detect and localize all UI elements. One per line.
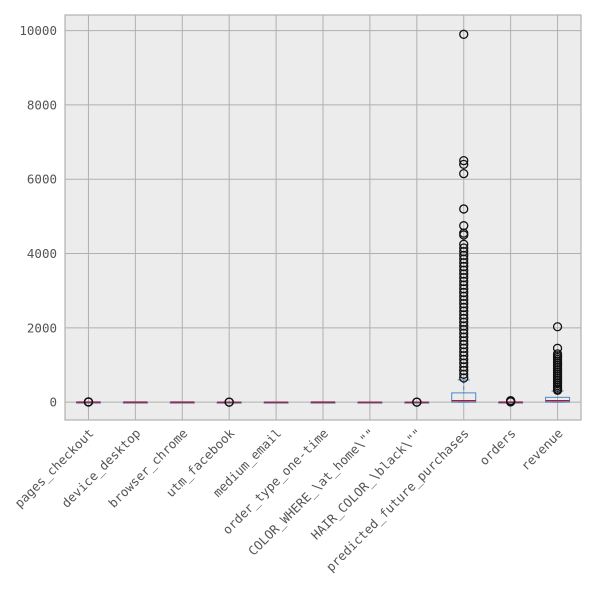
y-tick-label: 0 — [49, 395, 57, 410]
outlier-point — [552, 385, 563, 395]
outlier-point — [412, 397, 422, 407]
x-tick-label: browser_chrome — [105, 426, 190, 511]
box-medium_email — [263, 401, 289, 404]
boxes — [75, 29, 571, 407]
outlier-point — [552, 322, 563, 332]
outlier-point — [224, 397, 234, 407]
x-tick-label: revenue — [518, 426, 566, 474]
box-device_desktop — [122, 401, 148, 404]
box-orders — [498, 396, 524, 407]
outlier-point — [459, 156, 469, 166]
x-tick-label: pages_checkout — [11, 426, 96, 511]
outlier-point — [459, 373, 469, 383]
box-browser_chrome — [169, 401, 195, 404]
outlier-point — [459, 159, 469, 170]
box-iqr — [545, 396, 571, 403]
outlier-point — [83, 397, 94, 407]
box-predicted_future_purchases — [451, 29, 477, 403]
y-tick-label: 2000 — [27, 320, 57, 335]
y-axis-tick-labels: 0 2000 4000 6000 8000 10000 — [19, 23, 57, 410]
box-iqr — [451, 392, 477, 403]
outlier-point — [505, 396, 516, 406]
outlier-point — [459, 369, 469, 379]
box-revenue — [545, 322, 571, 403]
y-tick-label: 4000 — [27, 246, 57, 261]
y-tick-label: 10000 — [19, 23, 57, 38]
outlier-point — [459, 29, 469, 39]
box-order_type_one-time — [310, 401, 336, 404]
outlier-point — [459, 169, 469, 179]
y-tick-label: 6000 — [27, 172, 57, 187]
box-pages_checkout — [75, 397, 101, 407]
grid-lines — [65, 15, 581, 420]
outlier-point — [459, 204, 469, 214]
x-tick-label: device_desktop — [58, 426, 143, 511]
box-HAIR_COLOR_\black\"" — [404, 397, 430, 407]
x-tick-label: orders — [476, 426, 519, 469]
x-axis-tick-labels: pages_checkoutdevice_desktopbrowser_chro… — [11, 425, 565, 574]
y-tick-label: 8000 — [27, 97, 57, 112]
box-utm_facebook — [216, 397, 242, 407]
outlier-point — [459, 230, 469, 240]
box-COLOR_WHERE_\at_home\"" — [357, 401, 383, 404]
plot-frame — [64, 14, 582, 421]
